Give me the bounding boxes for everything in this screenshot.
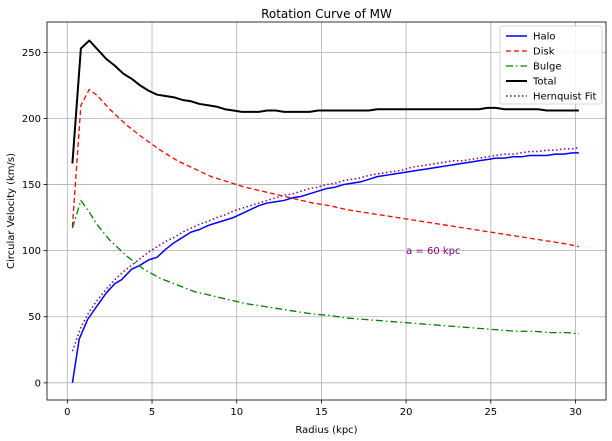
- series-line-total: [71, 39, 579, 164]
- x-tick-label: 0: [64, 407, 70, 418]
- y-tick-label: 150: [22, 180, 41, 191]
- legend-label-bulge: Bulge: [533, 62, 561, 73]
- y-tick-label: 0: [35, 378, 41, 389]
- legend-label-hernquist-fit: Hernquist Fit: [533, 92, 597, 103]
- y-tick-label: 200: [22, 114, 41, 125]
- y-tick-label: 50: [28, 312, 41, 323]
- x-axis-label: Radius (kpc): [295, 425, 357, 436]
- series-lines: [71, 39, 580, 383]
- y-tick-label: 100: [22, 246, 41, 257]
- grid: [47, 22, 606, 400]
- series-line-bulge: [71, 199, 579, 335]
- chart-title: Rotation Curve of MW: [261, 7, 392, 21]
- axis-ticks: 0 5 10 15 20 25 30 0 50 100 150 200 250: [22, 48, 582, 418]
- annotation-scale-length: a = 60 kpc: [406, 246, 460, 257]
- y-axis-label: Circular Velocity (km/s): [6, 153, 17, 269]
- legend-label-total: Total: [532, 77, 556, 88]
- x-tick-label: 5: [149, 407, 155, 418]
- legend-label-disk: Disk: [533, 47, 555, 58]
- plot-area-frame: [46, 21, 607, 401]
- x-tick-label: 10: [230, 407, 243, 418]
- y-tick-label: 250: [22, 48, 41, 59]
- x-tick-label: 25: [484, 407, 497, 418]
- series-line-disk: [71, 88, 580, 248]
- x-tick-label: 20: [400, 407, 413, 418]
- legend-box: [499, 25, 603, 105]
- legend-label-halo: Halo: [533, 32, 556, 43]
- legend: Halo Disk Bulge Total Hernquist Fit: [499, 25, 603, 105]
- x-tick-label: 30: [569, 407, 582, 418]
- x-tick-label: 15: [315, 407, 328, 418]
- series-line-halo: [71, 152, 579, 383]
